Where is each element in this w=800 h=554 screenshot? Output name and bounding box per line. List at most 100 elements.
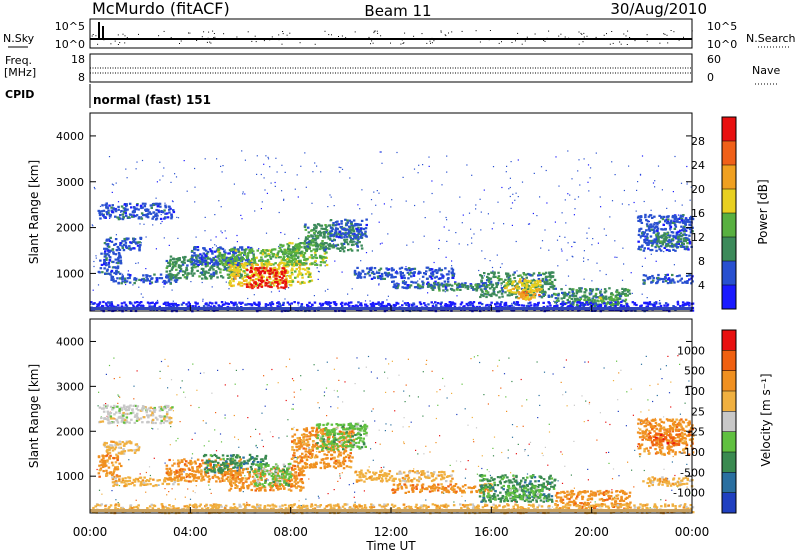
- scatter-point: [403, 390, 405, 392]
- data-cell: [486, 279, 489, 282]
- data-cell: [185, 276, 189, 279]
- scatter-point: [260, 173, 262, 176]
- data-cell: [315, 225, 318, 228]
- data-cell: [195, 259, 198, 262]
- data-cell: [438, 289, 441, 292]
- data-cell: [358, 230, 361, 233]
- data-cell: [221, 276, 225, 279]
- data-cell: [614, 296, 617, 299]
- nsearch-point: [431, 37, 433, 39]
- scatter-point: [471, 416, 473, 419]
- data-cell: [356, 245, 360, 248]
- scatter-point: [105, 249, 107, 251]
- scatter-point: [641, 293, 643, 295]
- scatter-point: [517, 196, 519, 198]
- data-cell: [303, 246, 306, 249]
- scatter-point: [548, 489, 550, 491]
- data-cell: [677, 230, 680, 233]
- data-cell: [532, 279, 536, 282]
- data-cell: [354, 222, 357, 226]
- data-cell: [283, 281, 286, 284]
- nsearch-point: [564, 36, 566, 38]
- data-cell: [554, 297, 558, 300]
- nsearch-point: [91, 35, 93, 37]
- data-cell: [233, 275, 236, 278]
- data-cell: [516, 301, 520, 304]
- data-cell: [333, 302, 337, 305]
- data-cell: [328, 245, 331, 248]
- data-cell: [611, 298, 614, 301]
- data-cell: [355, 272, 358, 275]
- data-cell: [313, 301, 317, 304]
- nsearch-point: [678, 39, 680, 41]
- data-cell: [475, 286, 479, 289]
- data-cell: [236, 264, 239, 267]
- scatter-point: [235, 369, 237, 371]
- data-cell: [374, 302, 378, 305]
- data-cell: [568, 291, 571, 294]
- data-cell: [356, 266, 359, 269]
- data-cell: [217, 248, 220, 252]
- data-cell: [380, 275, 384, 278]
- freq-trace: [90, 67, 692, 74]
- data-cell: [137, 217, 141, 220]
- data-cell: [532, 272, 536, 275]
- data-cell: [145, 274, 148, 277]
- scatter-point: [221, 232, 223, 234]
- data-cell: [111, 210, 114, 213]
- scatter-point: [175, 176, 178, 178]
- data-cell: [591, 288, 595, 291]
- data-cell: [282, 258, 285, 261]
- data-cell: [276, 253, 279, 256]
- data-cell: [648, 214, 652, 217]
- data-cell: [522, 297, 525, 300]
- data-cell: [133, 278, 136, 281]
- nsearch-point: [236, 36, 238, 38]
- data-cell: [643, 302, 646, 305]
- data-cell: [262, 263, 266, 266]
- data-cell: [681, 234, 685, 237]
- data-cell: [418, 271, 421, 274]
- nsearch-point: [209, 41, 211, 43]
- data-cell: [330, 234, 333, 237]
- data-cell: [100, 252, 103, 255]
- data-cell: [341, 232, 344, 235]
- data-cell: [424, 304, 427, 307]
- data-cell: [113, 243, 116, 246]
- data-cell: [283, 286, 286, 289]
- scatter-point: [125, 168, 127, 170]
- data-cell: [249, 269, 253, 272]
- data-cell: [298, 272, 301, 275]
- data-cell: [276, 305, 279, 308]
- data-cell: [234, 249, 238, 252]
- data-cell: [194, 254, 197, 257]
- data-cell: [480, 303, 484, 306]
- data-cell: [644, 235, 647, 238]
- nave-right-tick-top: 60: [707, 53, 721, 66]
- data-cell: [143, 279, 146, 282]
- scatter-point: [681, 204, 683, 206]
- data-cell: [274, 277, 277, 280]
- data-cell: [510, 280, 513, 283]
- scatter-point: [349, 177, 351, 179]
- scatter-point: [341, 168, 344, 170]
- data-cell: [127, 273, 130, 276]
- data-cell: [260, 256, 263, 259]
- data-cell: [676, 245, 680, 249]
- scatter-point: [556, 239, 559, 241]
- data-cell: [196, 265, 199, 268]
- scatter-point: [417, 172, 419, 174]
- data-cell: [517, 286, 520, 289]
- data-cell: [542, 293, 545, 296]
- data-cell: [341, 244, 344, 247]
- data-cell: [360, 231, 363, 234]
- data-cell: [171, 304, 174, 307]
- data-cell: [673, 227, 677, 230]
- data-cell: [656, 232, 660, 235]
- data-cell: [138, 246, 141, 249]
- data-cell: [121, 280, 124, 283]
- data-cell: [394, 304, 397, 307]
- data-cell: [112, 207, 115, 210]
- data-cell: [294, 270, 297, 273]
- data-cell: [370, 305, 373, 308]
